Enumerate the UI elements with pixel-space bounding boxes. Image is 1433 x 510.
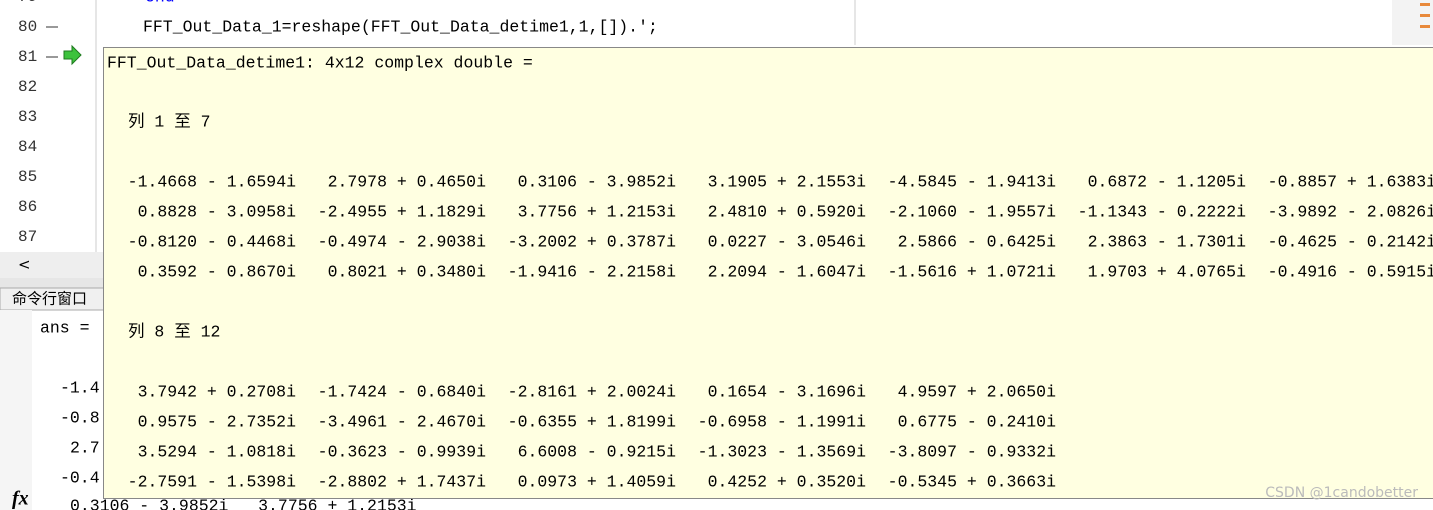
line-numbers: 79 80 81 82 83 84 85 86 87 xyxy=(18,0,58,246)
matrix-cell: -3.8097 - 0.9332i xyxy=(888,442,1056,461)
matrix-cell: 0.3106 - 3.9852i xyxy=(518,172,677,191)
line-number: 85 xyxy=(18,168,37,186)
matrix-cell: 6.6008 - 0.9215i xyxy=(518,442,677,461)
matrix-cell: -0.3623 - 0.9939i xyxy=(318,442,486,461)
cmd-line: -0.4 xyxy=(60,468,100,487)
matrix-cell: -0.4625 - 0.2142i xyxy=(1268,232,1433,251)
datatip xyxy=(103,47,1433,499)
matrix-cell: 3.5294 - 1.0818i xyxy=(138,442,297,461)
matrix-cell: 2.3863 - 1.7301i xyxy=(1088,232,1247,251)
cmd-line: 0.3106 - 3.9852i 3.7756 + 1.2153i xyxy=(70,496,417,510)
matrix-cell: 0.0973 + 1.4059i xyxy=(518,472,677,491)
matrix-cell: 0.6775 - 0.2410i xyxy=(898,412,1057,431)
line-number: 80 xyxy=(18,18,37,36)
matrix-cell: 1.9703 + 4.0765i xyxy=(1088,262,1247,281)
matrix-cell: -0.6958 - 1.1991i xyxy=(698,412,866,431)
matrix-cell: 2.5866 - 0.6425i xyxy=(898,232,1057,251)
matrix-cell: -1.4668 - 1.6594i xyxy=(128,172,296,191)
matrix-cell: 4.9597 + 2.0650i xyxy=(898,382,1057,401)
matrix-cell: -3.4961 - 2.4670i xyxy=(318,412,486,431)
matrix-cell: 0.1654 - 3.1696i xyxy=(708,382,867,401)
cmd-line: -1.4 xyxy=(60,378,100,397)
matrix-cell: 0.3592 - 0.8670i xyxy=(138,262,297,281)
matrix-cell: -1.9416 - 2.2158i xyxy=(508,262,676,281)
matrix-cell: -0.6355 + 1.8199i xyxy=(508,412,676,431)
line-number: 81 xyxy=(18,48,37,66)
matrix-cell: -2.1060 - 1.9557i xyxy=(888,202,1056,221)
cmd-line: -0.8 xyxy=(60,408,100,427)
matrix-cell: -2.8161 + 2.0024i xyxy=(508,382,676,401)
matrix-cell: -1.3023 - 1.3569i xyxy=(698,442,866,461)
marker xyxy=(1420,25,1430,28)
matrix-cell: -2.8802 + 1.7437i xyxy=(318,472,486,491)
line-number: 87 xyxy=(18,228,37,246)
matrix-cell: -0.4916 - 0.5915i xyxy=(1268,262,1433,281)
matrix-cell: 0.8021 + 0.3480i xyxy=(328,262,487,281)
marker xyxy=(1420,14,1430,17)
datatip-header: FFT_Out_Data_detime1: 4x12 complex doubl… xyxy=(107,53,533,72)
matrix-cell: 0.6872 - 1.1205i xyxy=(1088,172,1247,191)
watermark: CSDN @1candobetter xyxy=(1265,485,1418,501)
line-number: 84 xyxy=(18,138,37,156)
matrix-cell: 3.7942 + 0.2708i xyxy=(138,382,297,401)
code-line: FFT_Out_Data_1=reshape(FFT_Out_Data_deti… xyxy=(143,17,658,36)
cmd-gutter xyxy=(0,310,32,510)
right-gutter xyxy=(1392,0,1433,45)
matrix-cell: -3.9892 - 2.0826i xyxy=(1268,202,1433,221)
matrix-cell: 2.4810 + 0.5920i xyxy=(708,202,867,221)
matrix-cell: -0.5345 + 0.3663i xyxy=(888,472,1056,491)
matrix-cell: 0.4252 + 0.3520i xyxy=(708,472,867,491)
line-number: 82 xyxy=(18,78,37,96)
breakpoint-arrow xyxy=(63,44,82,66)
matrix-cell: 3.1905 + 2.1553i xyxy=(708,172,867,191)
matrix-cell: -4.5845 - 1.9413i xyxy=(888,172,1056,191)
prompt: fx xyxy=(12,488,29,510)
matrix-cell: -0.8120 - 0.4468i xyxy=(128,232,296,251)
matrix-cell: -1.1343 - 0.2222i xyxy=(1078,202,1246,221)
block-heading: 列 1 至 7 xyxy=(128,111,211,131)
block-heading: 列 8 至 12 xyxy=(128,321,220,341)
matrix-cell: 0.9575 - 2.7352i xyxy=(138,412,297,431)
marker xyxy=(1420,3,1430,6)
matrix-cell: -0.8857 + 1.6383i xyxy=(1268,172,1433,191)
matrix-cell: -2.7591 - 1.5398i xyxy=(128,472,296,491)
matrix-cell: -1.5616 + 1.0721i xyxy=(888,262,1056,281)
matrix-cell: 2.2094 - 1.6047i xyxy=(708,262,867,281)
code-line: end xyxy=(145,0,175,6)
matrix-cell: -3.2002 + 0.3787i xyxy=(508,232,676,251)
cmd-line: ans = xyxy=(40,318,90,337)
matrix-cell: 0.0227 - 3.0546i xyxy=(708,232,867,251)
cmd-line: 2.7 xyxy=(70,438,100,457)
matrix-cell: -0.4974 - 2.9038i xyxy=(318,232,486,251)
scroll-left[interactable]: < xyxy=(18,256,31,274)
matrix-cell: 2.7978 + 0.4650i xyxy=(328,172,487,191)
line-number: 83 xyxy=(18,108,37,126)
matrix-cell: -2.4955 + 1.1829i xyxy=(318,202,486,221)
datatip-body: 列 1 至 7 -1.4668 - 1.6594i 2.7978 + 0.4650i… xyxy=(128,111,1433,491)
line-number: 86 xyxy=(18,198,37,216)
command-window-title: 命令行窗口 xyxy=(12,290,87,308)
matrix-cell: -1.7424 - 0.6840i xyxy=(318,382,486,401)
matrix-cell: 3.7756 + 1.2153i xyxy=(518,202,677,221)
matrix-cell: 0.8828 - 3.0958i xyxy=(138,202,297,221)
line-number: 79 xyxy=(18,0,37,6)
